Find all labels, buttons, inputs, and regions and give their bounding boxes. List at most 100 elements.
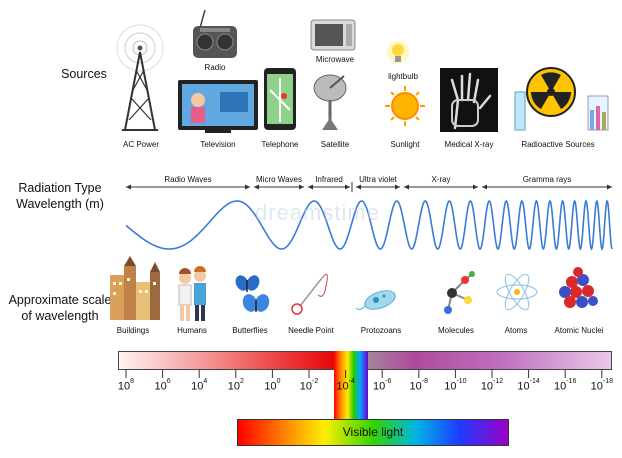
scale-title-line1: Approximate scale — [8, 293, 112, 307]
atom-icon — [496, 273, 538, 311]
tick-label: 10-10 — [444, 378, 467, 393]
caption-buildings: Buildings — [116, 326, 150, 335]
caption-lightbulb: lightbulb — [388, 72, 418, 81]
satellite-dish-icon — [313, 74, 347, 130]
tick-exponent: -16 — [566, 378, 577, 385]
tick-exponent: 8 — [130, 378, 135, 385]
tick-label: 10-14 — [517, 378, 540, 393]
electromagnetic-wave — [125, 199, 613, 251]
caption-ac-power: AC Power — [122, 140, 160, 149]
tick-label: 10-2 — [299, 378, 319, 393]
tick-exponent: -6 — [385, 378, 392, 385]
band-x-ray: X-ray — [429, 175, 453, 184]
tick-label: 104 — [191, 378, 208, 393]
tick-base: 10 — [227, 380, 240, 393]
tick-label: 10-4 — [336, 378, 355, 393]
tick-base: 10 — [444, 380, 457, 393]
radioactive-icon — [514, 67, 609, 131]
sun-icon — [385, 86, 425, 126]
molecule-icon — [444, 271, 475, 314]
protozoan-icon — [355, 290, 396, 311]
caption-atomic-nuclei: Atomic Nuclei — [554, 326, 604, 335]
microwave-icon — [310, 19, 356, 51]
tick-base: 10 — [336, 380, 349, 393]
band-radio-waves: Radio Waves — [162, 175, 214, 184]
tick-exponent: -18 — [602, 378, 613, 385]
caption-atoms: Atoms — [504, 326, 528, 335]
caption-molecules: Molecules — [437, 326, 475, 335]
transmission-tower-icon — [116, 24, 164, 131]
sources-row-title: Sources — [61, 67, 107, 81]
radiation-type-line: Radiation Type — [18, 181, 102, 195]
tick-exponent: -10 — [456, 378, 467, 385]
tick-exponent: -12 — [493, 378, 504, 385]
visible-light-bar — [237, 419, 509, 446]
tick-base: 10 — [264, 380, 277, 393]
tick-label: 10-8 — [409, 378, 429, 393]
band-arrows — [126, 182, 612, 192]
tick-exponent: -8 — [421, 378, 429, 385]
telephone-icon — [264, 68, 296, 130]
caption-butterflies: Butterflies — [232, 326, 268, 335]
caption-microwave: Microwave — [315, 55, 355, 64]
visible-light-label: Visible light — [342, 425, 404, 439]
radio-icon — [193, 9, 237, 58]
caption-needle-point: Needle Point — [288, 326, 334, 335]
buildings-icon — [110, 256, 160, 320]
tick-base: 10 — [517, 380, 530, 393]
scale-title-line2: of wavelength — [21, 309, 99, 323]
caption-protozoans: Protozoans — [360, 326, 402, 335]
tick-exponent: -14 — [529, 378, 540, 385]
band-ultra-violet: Ultra violet — [357, 175, 399, 184]
caption-television: Television — [200, 140, 236, 149]
tick-exponent: 6 — [166, 378, 171, 385]
tick-base: 10 — [154, 380, 167, 393]
tick-base: 10 — [590, 380, 603, 393]
band-arrowheads — [126, 184, 612, 190]
wavelength-unit-line: Wavelength (m) — [16, 197, 104, 211]
humans-icon — [178, 266, 206, 321]
tick-exponent: -2 — [312, 378, 319, 385]
tick-base: 10 — [372, 380, 386, 393]
tick-base: 10 — [409, 380, 422, 393]
caption-radio: Radio — [204, 63, 226, 72]
tick-label: 10-18 — [590, 378, 613, 393]
television-icon — [178, 80, 258, 133]
xray-hand-icon — [440, 68, 498, 132]
tick-base: 10 — [480, 380, 494, 393]
caption-sunlight: Sunlight — [390, 140, 420, 149]
band-gamma-rays: Gramma rays — [520, 175, 574, 184]
tick-exponent: -4 — [348, 378, 355, 385]
tick-exponent: 4 — [203, 378, 208, 385]
visible-spectrum-column — [334, 351, 368, 421]
tick-label: 10-6 — [372, 378, 392, 393]
tick-base: 10 — [299, 380, 313, 393]
tick-label: 10-16 — [554, 378, 577, 393]
band-infrared: Infrared — [313, 175, 345, 184]
tick-base: 10 — [191, 380, 204, 393]
lightbulb-icon — [387, 41, 409, 63]
watermark: dreamstime — [255, 200, 380, 225]
tick-label: 108 — [117, 378, 135, 393]
butterfly-icon — [235, 275, 270, 312]
tick-exponent: 2 — [239, 378, 244, 385]
tick-label: 100 — [264, 378, 281, 393]
caption-medical-xray: Medical X-ray — [444, 140, 494, 149]
scale-row-title: Approximate scale of wavelength — [4, 292, 116, 324]
needle-icon — [291, 273, 328, 315]
tick-base: 10 — [554, 380, 567, 393]
tick-label: 102 — [227, 378, 244, 393]
radiation-type-title: Radiation Type Wavelength (m) — [4, 180, 116, 212]
caption-telephone: Telephone — [261, 140, 299, 149]
tick-exponent: 0 — [276, 378, 281, 385]
caption-humans: Humans — [177, 326, 207, 335]
caption-satellite: Satellite — [320, 140, 350, 149]
tick-label: 106 — [154, 378, 171, 393]
tick-base: 10 — [117, 380, 131, 393]
tick-label: 10-12 — [480, 378, 504, 393]
nucleus-icon — [559, 267, 598, 308]
band-micro-waves: Micro Waves — [254, 175, 304, 184]
caption-radioactive-sources: Radioactive Sources — [521, 140, 595, 149]
